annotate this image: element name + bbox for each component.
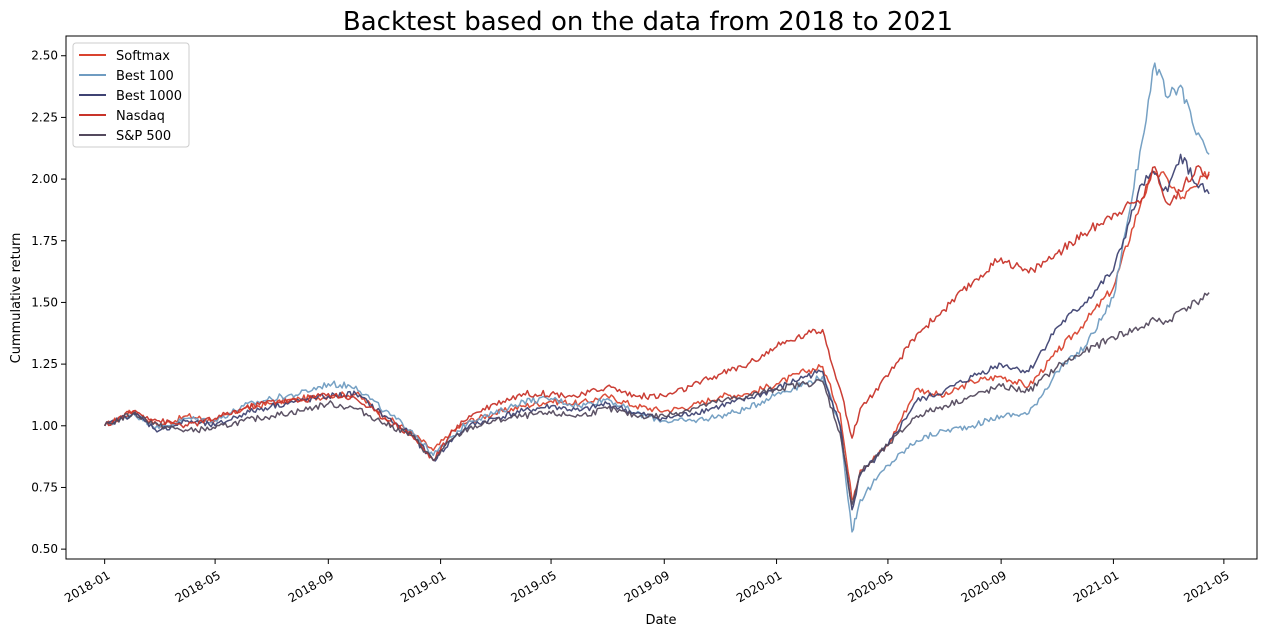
x-axis-label: Date [645, 613, 676, 628]
y-tick-label-3: 1.25 [31, 357, 58, 371]
x-tick-label-1: 2018-05 [173, 568, 223, 605]
x-tick-label-10: 2021-05 [1181, 568, 1231, 605]
series-line-3 [104, 165, 1210, 462]
legend-label-0: Softmax [116, 49, 170, 64]
x-axis: 2018-01 2018-05 2018-09 2019-01 2019-05 2019-… [62, 559, 1232, 605]
y-tick-label-0: 0.50 [31, 542, 58, 556]
legend: Softmax Best 100 Best 1000 Nasdaq S&P 500 [72, 42, 190, 148]
y-tick-label-2: 1.00 [31, 419, 58, 433]
y-tick-label-7: 2.25 [31, 110, 58, 124]
x-tick-label-3: 2019-01 [398, 568, 448, 605]
series-line-0 [104, 170, 1210, 501]
x-tick-label-6: 2020-01 [734, 568, 784, 605]
y-tick-label-5: 1.75 [31, 234, 58, 248]
y-axis: 0.50 0.75 1.00 1.25 1.50 1.75 2.00 2.25 2.50 [31, 49, 66, 556]
legend-label-1: Best 100 [116, 69, 174, 84]
y-tick-label-8: 2.50 [31, 49, 58, 63]
y-tick-label-1: 0.75 [31, 480, 58, 494]
legend-box [72, 42, 190, 148]
y-axis-label: Cummulative return [9, 233, 24, 364]
x-tick-label-4: 2019-05 [509, 568, 559, 605]
series-lines [104, 62, 1210, 533]
plot-area [65, 35, 1258, 560]
y-tick-label-4: 1.50 [31, 295, 58, 309]
chart-title: Backtest based on the data from 2018 to … [343, 7, 953, 37]
x-tick-label-2: 2018-09 [286, 568, 336, 605]
legend-label-3: Nasdaq [116, 109, 165, 124]
x-tick-label-9: 2021-01 [1071, 568, 1121, 605]
legend-label-4: S&P 500 [116, 129, 171, 144]
series-line-2 [104, 153, 1210, 511]
x-tick-label-8: 2020-09 [959, 568, 1009, 605]
x-tick-label-5: 2019-09 [622, 568, 672, 605]
x-tick-label-0: 2018-01 [62, 568, 112, 605]
series-line-4 [104, 292, 1210, 506]
y-tick-label-6: 2.00 [31, 172, 58, 186]
x-tick-label-7: 2020-05 [845, 568, 895, 605]
legend-label-2: Best 1000 [116, 89, 182, 104]
